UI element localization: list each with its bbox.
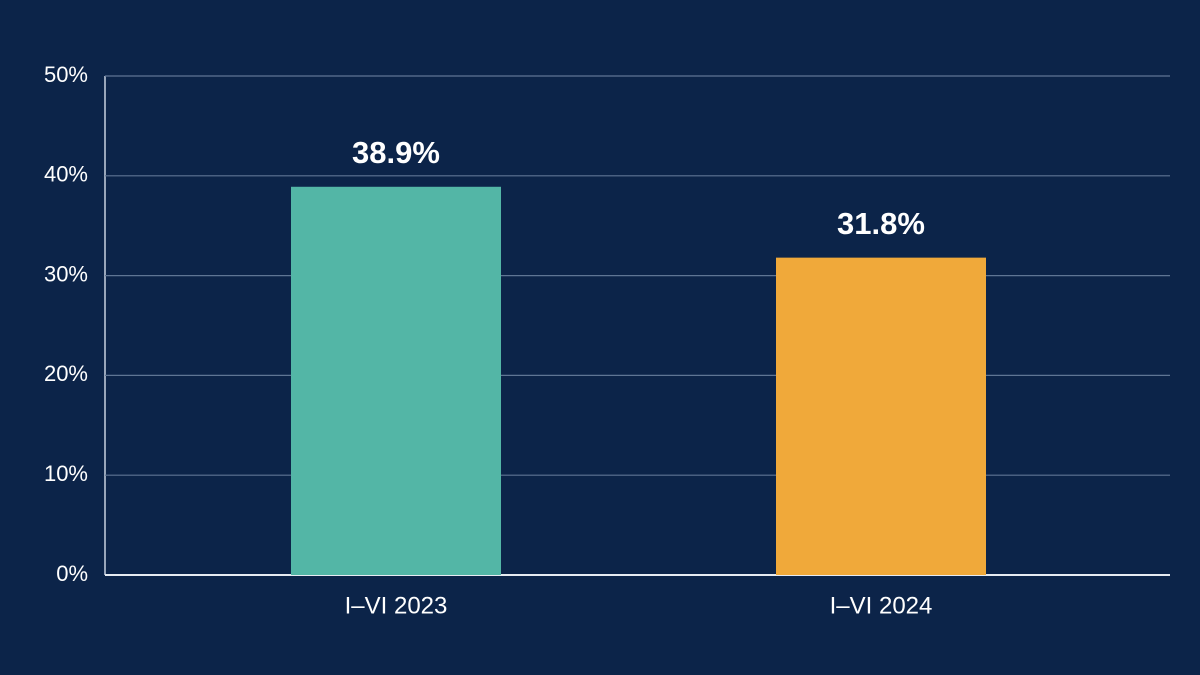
bar bbox=[291, 186, 501, 575]
value-label: 31.8% bbox=[837, 206, 925, 241]
y-tick-label: 10% bbox=[44, 461, 88, 486]
value-label: 38.9% bbox=[352, 135, 440, 170]
y-tick-label: 0% bbox=[56, 561, 88, 586]
x-tick-label: I–VI 2024 bbox=[830, 592, 933, 619]
y-tick-label: 20% bbox=[44, 361, 88, 386]
y-tick-label: 50% bbox=[44, 62, 88, 87]
y-tick-label: 30% bbox=[44, 261, 88, 286]
bar bbox=[776, 257, 986, 575]
y-tick-label: 40% bbox=[44, 162, 88, 187]
x-tick-label: I–VI 2023 bbox=[345, 592, 448, 619]
